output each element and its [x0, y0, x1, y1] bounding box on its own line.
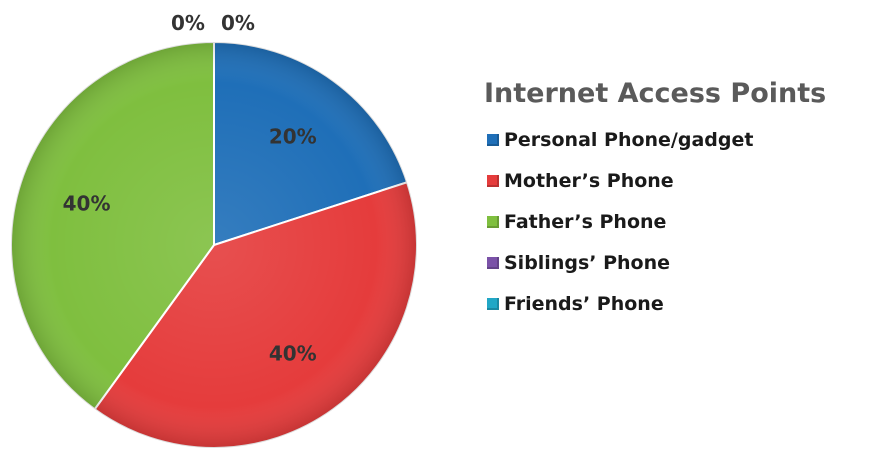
legend-item-personal-phone: Personal Phone/gadget — [484, 119, 826, 160]
legend-item-fathers-phone: Father’s Phone — [484, 201, 826, 242]
legend-label: Siblings’ Phone — [504, 252, 670, 274]
pie-slices — [11, 42, 417, 448]
data-label-3: 0% — [171, 11, 205, 35]
data-label-0: 20% — [269, 125, 317, 149]
legend-label: Friends’ Phone — [504, 293, 664, 315]
data-label-2: 40% — [63, 192, 111, 216]
data-label-1: 40% — [269, 341, 317, 365]
legend-item-friends-phone: Friends’ Phone — [484, 283, 826, 324]
legend-swatch — [487, 175, 499, 187]
legend-swatch — [487, 257, 499, 269]
legend-label: Mother’s Phone — [504, 170, 674, 192]
legend-swatch — [487, 216, 499, 228]
data-label-4: 0% — [221, 11, 255, 35]
legend-swatch — [487, 298, 499, 310]
legend-list: Personal Phone/gadget Mother’s Phone Fat… — [484, 119, 826, 324]
legend-title: Internet Access Points — [484, 78, 826, 109]
legend-item-siblings-phone: Siblings’ Phone — [484, 242, 826, 283]
legend-label: Personal Phone/gadget — [504, 129, 753, 151]
legend-item-mothers-phone: Mother’s Phone — [484, 160, 826, 201]
legend: Internet Access Points Personal Phone/ga… — [484, 78, 826, 324]
legend-label: Father’s Phone — [504, 211, 666, 233]
legend-swatch — [487, 134, 499, 146]
